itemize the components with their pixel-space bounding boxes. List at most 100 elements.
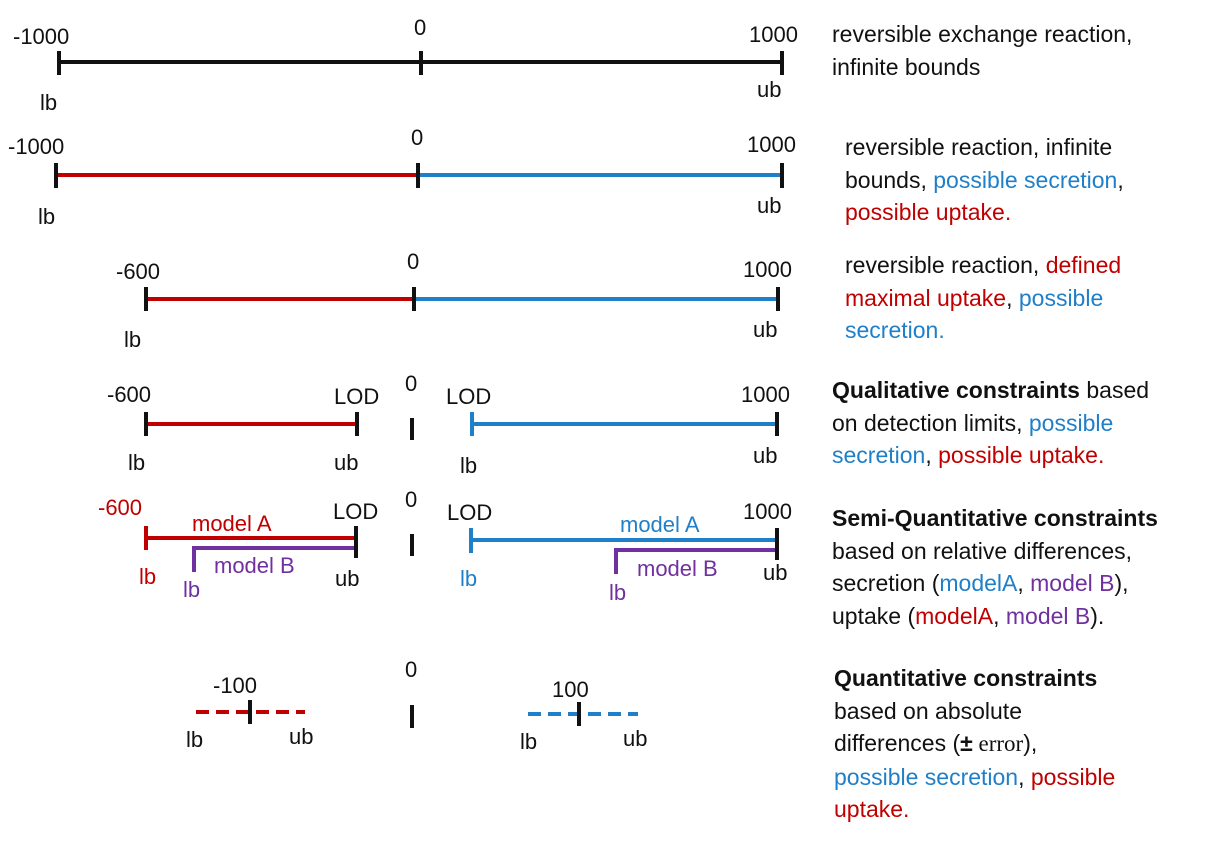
row1-max-label: 1000 [749, 22, 798, 47]
row5-description-heading: Semi-Quantitative constraints [832, 505, 1158, 531]
row1-description-line: infinite bounds [832, 53, 981, 80]
row2-max-label: 1000 [747, 132, 796, 157]
row1-ub-label: ub [757, 77, 781, 102]
row4-scale: -600 LOD 0 LOD 1000 lb ub lb ub [107, 371, 790, 478]
row5-secretion-model-b-text: model B [1030, 570, 1115, 596]
row1-description: reversible exchange reaction, infinite b… [832, 18, 1217, 83]
row5-description-text: uptake ( [832, 602, 916, 629]
row5-description-text: secretion ( [832, 570, 940, 596]
row6-uptake-text: possible [1030, 763, 1116, 790]
row5-secretion-model-a-label: model A [620, 512, 700, 537]
row3-max-label: 1000 [743, 257, 792, 282]
row5-uptake-model-b-label: model B [214, 553, 295, 578]
row6-description-text: based on absolute [834, 697, 1022, 724]
row5-lod-left-label: LOD [333, 499, 378, 524]
row4-min-label: -600 [107, 382, 151, 407]
row6-description-text: , [1018, 763, 1031, 790]
row4-ub-right-label: ub [753, 443, 777, 468]
row6-uptake-text: uptake. [834, 796, 910, 822]
row4-description-text: , [925, 442, 939, 468]
row1-min-label: -1000 [13, 24, 69, 49]
row5-uptake-model-b-text: model B [1005, 602, 1091, 629]
row3-uptake-text: maximal uptake [845, 284, 1007, 311]
row6-secretion-text: possible secretion [834, 763, 1019, 790]
row4-description-text: based [1079, 377, 1150, 403]
row2-scale: -1000 0 1000 lb ub [8, 125, 796, 229]
row2-lb-label: lb [38, 204, 55, 229]
row5-bar-secretion-model-b [614, 548, 777, 574]
row5-lb-model-a-left-label: lb [139, 564, 156, 589]
row4-ub-left-label: ub [334, 450, 358, 475]
row3-secretion-text: secretion. [845, 317, 945, 343]
row5-min-label: -600 [98, 495, 142, 520]
row6-zero-label: 0 [405, 657, 417, 682]
row3-secretion-text: possible [1018, 284, 1104, 311]
row6-pos-label: 100 [552, 677, 589, 702]
row5-lb-model-b-right-label: lb [609, 580, 626, 605]
row6-ub-right-label: ub [623, 726, 647, 751]
row5-secretion-model-b-label: model B [637, 556, 718, 581]
row2-ub-label: ub [757, 193, 781, 218]
row4-description-text: on detection limits, [832, 409, 1029, 436]
row6-lb-right-label: lb [520, 729, 537, 754]
row5-description-text: ). [1090, 602, 1105, 629]
row3-min-label: -600 [116, 259, 160, 284]
row4-lb-left-label: lb [128, 450, 145, 475]
row6-description-heading: Quantitative constraints [834, 665, 1098, 691]
row6-description-text: ), [1023, 730, 1038, 756]
row5-description-text: based on relative differences, [832, 537, 1133, 564]
row4-lod-left-label: LOD [334, 384, 379, 409]
row5-lb-model-a-right-label: lb [460, 566, 477, 591]
row4-uptake-text: possible uptake. [938, 442, 1105, 468]
row4-description-heading: Qualitative constraints [832, 377, 1080, 403]
row6-ub-left-label: ub [289, 724, 313, 749]
row5-lb-model-b-left-label: lb [183, 577, 200, 602]
row2-description-text: reversible reaction, infinite [845, 134, 1113, 160]
row4-zero-label: 0 [405, 371, 417, 396]
row3-lb-label: lb [124, 327, 141, 352]
row1-scale: -1000 0 1000 lb ub [13, 15, 798, 115]
row5-description: Semi-Quantitative constraints based on r… [832, 502, 1217, 632]
row3-description-text: reversible reaction, [845, 252, 1046, 278]
row2-secretion-text: possible secretion [933, 166, 1118, 193]
row6-neg-label: -100 [213, 673, 257, 698]
row3-zero-label: 0 [407, 249, 419, 274]
row4-secretion-text: secretion [832, 442, 926, 468]
row6-plus-minus-symbol: ± [960, 730, 973, 756]
row1-lb-label: lb [40, 90, 57, 115]
row1-zero-label: 0 [414, 15, 426, 40]
row1-description-line: reversible exchange reaction, [832, 21, 1133, 47]
row4-max-label: 1000 [741, 382, 790, 407]
row2-description-text: bounds, [845, 166, 934, 193]
row2-uptake-text: possible uptake. [845, 199, 1012, 225]
row5-scale: -600 model A LOD 0 LOD model A 1000 mode… [98, 487, 792, 605]
row3-description-text: , [1006, 284, 1019, 311]
row2-description: reversible reaction, infinite bounds, po… [845, 131, 1220, 229]
row4-lb-right-label: lb [460, 453, 477, 478]
row4-secretion-text: possible [1028, 409, 1114, 436]
row4-description: Qualitative constraints based on detecti… [832, 374, 1217, 472]
row2-description-text: , [1117, 166, 1124, 193]
row5-ub-right-label: ub [763, 560, 787, 585]
row5-zero-label: 0 [405, 487, 417, 512]
row4-lod-right-label: LOD [446, 384, 491, 409]
row6-lb-left-label: lb [186, 727, 203, 752]
row6-description-text: differences ( [834, 730, 961, 756]
row5-lod-right-label: LOD [447, 500, 492, 525]
row5-max-label: 1000 [743, 499, 792, 524]
row5-bar-uptake-model-b [192, 546, 356, 572]
row2-min-label: -1000 [8, 134, 64, 159]
row5-secretion-model-a-text: modelA [939, 570, 1018, 596]
row3-description: reversible reaction, defined maximal upt… [845, 249, 1220, 347]
row5-uptake-model-a-label: model A [192, 511, 272, 536]
row5-description-text: ), [1114, 570, 1129, 596]
row6-error-text: error [972, 731, 1024, 756]
row5-description-text: , [1017, 570, 1031, 596]
row2-zero-label: 0 [411, 125, 423, 150]
row3-scale: -600 0 1000 lb ub [116, 249, 792, 352]
row3-ub-label: ub [753, 317, 777, 342]
row6-scale: -100 0 100 lb ub lb ub [186, 657, 647, 754]
row6-description: Quantitative constraints based on absolu… [834, 662, 1219, 826]
row5-uptake-model-a-text: modelA [915, 602, 994, 629]
